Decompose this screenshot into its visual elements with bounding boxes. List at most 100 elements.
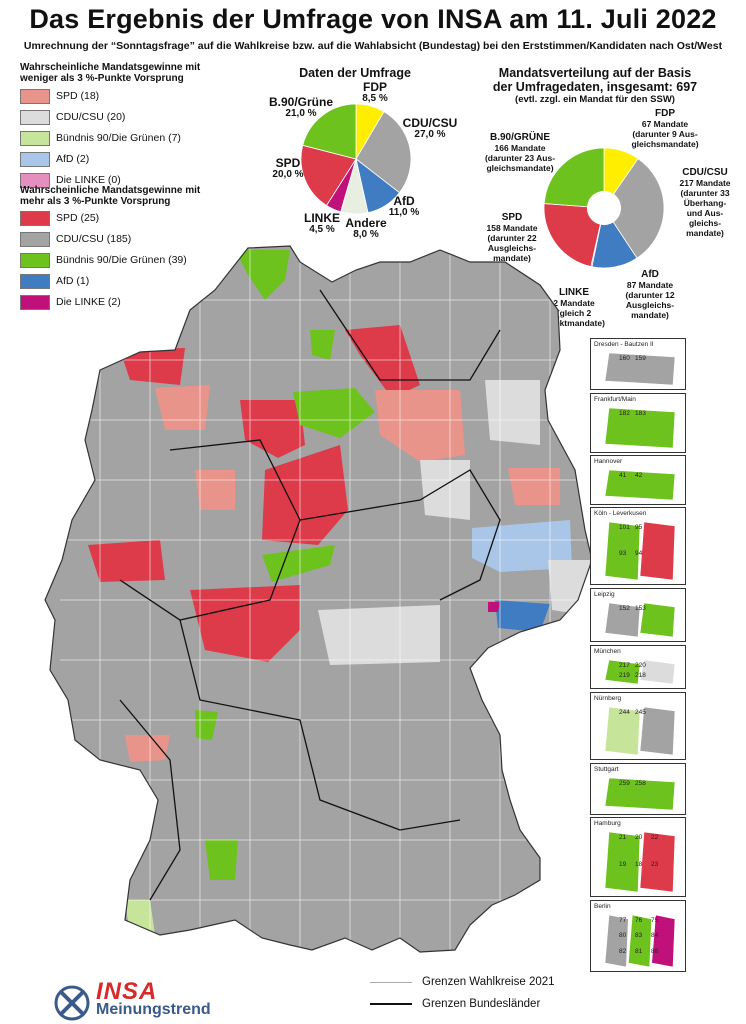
legend-wahlkreise-line [370,981,412,983]
legend-weak-label: AfD (2) [56,153,90,165]
map-region-gruene [310,330,335,360]
legend-wahlkreise: Grenzen Wahlkreise 2021 [370,976,555,988]
inset-title: Nürnberg [594,695,622,702]
map-region-gruene [235,250,290,300]
mandate-label-gruene: B.90/GRÜNE 166 Mandate (darunter 23 Aus-gl… [484,132,556,174]
inset-constituency-number: 244 [619,709,630,716]
legend-weak-swatch [20,88,50,104]
inset-title: Hamburg [594,820,621,827]
inset-region [628,914,652,968]
map-region-spd-weak [155,385,210,430]
page-subtitle: Umrechnung der “Sonntagsfrage” auf die W… [23,40,723,52]
inset-constituency-number: 42 [635,472,643,479]
map-region-spd-weak [195,470,235,510]
pie-slice-b-90-gr-ne [302,103,357,160]
legend-weak-swatch [20,109,50,125]
legend-wahlkreise-label: Grenzen Wahlkreise 2021 [422,976,555,988]
map-region-spd [190,585,300,662]
inset-region [604,352,676,386]
insa-logo-icon [54,985,90,1021]
map-region-cdu-weak [420,460,470,520]
survey-label-linke: LINKE 4,5 % [304,211,340,235]
inset-dresden-bautzen-ii: Dresden - Bautzen II 160 159 [590,338,686,390]
inset-map [604,659,676,685]
legend-strong-swatch [20,210,50,226]
inset-constituency-number: 183 [635,410,646,417]
inset-constituency-number: 22 [651,834,659,841]
inset-constituency-number: 75 [651,917,659,924]
legend-strong-item: Bündnis 90/Die Grünen (39) [20,252,187,268]
legend-weak-label: Die LINKE (0) [56,174,121,186]
pie-donut-hole [586,190,622,226]
legend-weak-label: CDU/CSU (20) [56,111,126,123]
insa-logo-name: INSA [96,978,158,1005]
inset-region [604,521,641,581]
legend-strong-item: AfD (1) [20,273,89,289]
map-regions [45,246,592,952]
inset-title: Dresden - Bautzen II [594,341,654,348]
inset-constituency-number: 182 [619,410,630,417]
map-region-cdu-weak [548,560,590,615]
mandate-label-fdp: FDP 67 Mandate (darunter 9 Aus-gleichsmand… [631,108,699,150]
legend-bundeslaender: Grenzen Bundesländer [370,998,540,1010]
inset-region [639,602,676,638]
inset-berlin: Berlin 77 76 75 80 83 84 82 81 86 [590,900,686,972]
pie-slice-cdu-csu [603,158,665,259]
inset-region [604,777,676,811]
mandate-label-linke: LINKE 2 Mandate (gleich 2 Direktmandate) [543,287,605,329]
inset-constituency-number: 20 [635,834,643,841]
legend-weak-label: SPD (18) [56,90,100,102]
inset-constituency-number: 159 [635,355,646,362]
legend-weak-label: Bündnis 90/Die Grünen (7) [56,132,181,144]
legend-weak-item: Die LINKE (0) [20,172,121,188]
legend-strong-label: SPD (25) [56,212,100,224]
legend-strong-item: CDU/CSU (185) [20,231,131,247]
inset-title: Leipzig [594,591,615,598]
map-region-afd-weak [472,520,572,572]
survey-label-afd: AfD 11,0 % [388,194,420,218]
inset-stuttgart: Stuttgart 259 258 [590,763,686,815]
germany-outline [44,245,593,953]
map-region-spd-weak [508,468,560,505]
inset-constituency-number: 217 [619,662,630,669]
inset-constituency-number: 83 [635,932,643,940]
map-region-afd [495,600,550,632]
inset-title: Köln - Leverkusen [594,510,647,517]
inset-constituency-number: 93 [619,550,627,557]
map-region-spd [120,348,185,385]
survey-label-fdp: FDP 8,5 % [362,80,388,104]
inset-constituency-number: 220 [635,662,646,669]
legend-strong-swatch [20,273,50,289]
survey-label-andere: Andere 8,0 % [345,216,387,240]
inset-region [604,914,629,968]
inset-constituency-number: 95 [635,524,643,531]
legend-strong-item: Die LINKE (2) [20,294,121,310]
inset-map [604,352,676,386]
legend-bundeslaender-label: Grenzen Bundesländer [422,998,541,1010]
legend-weak-swatch [20,172,50,188]
inset-region [639,706,676,756]
page-title: Das Ergebnis der Umfrage von INSA am 11.… [29,4,717,34]
inset-constituency-number: 81 [635,947,643,955]
inset-map [604,407,676,449]
legend-strong-label: AfD (1) [56,275,90,287]
map-region-spd [240,400,305,458]
mandate-label-cdu: CDU/CSU 217 Mandate (darunter 33 Überhang-u… [679,167,731,239]
inset-constituency-number: 84 [651,932,659,940]
inset-constituency-number: 94 [635,550,643,557]
survey-label-cdu: CDU/CSU 27,0 % [402,116,458,140]
inset-map [604,602,676,638]
inset-constituency-number: 76 [635,917,643,924]
inset-constituency-number: 258 [635,780,646,787]
pie-slice-b-90-gr-ne [543,147,605,209]
inset-region [604,407,676,449]
mandate-pie-chart [543,147,665,269]
map-region-gruene [293,388,375,438]
inset-region [639,521,676,581]
map-region-gruene [195,710,218,740]
inset-frankfurt-main: Frankfurt/Main 182 183 [590,393,686,453]
inset-constituency-number: 152 [619,605,630,612]
mandate-label-afd: AfD 87 Mandate (darunter 12 Ausgleichs-mand… [625,269,675,321]
survey-label-spd: SPD 20,0 % [272,156,304,180]
survey-pie-heading: Daten der Umfrage [299,66,411,80]
